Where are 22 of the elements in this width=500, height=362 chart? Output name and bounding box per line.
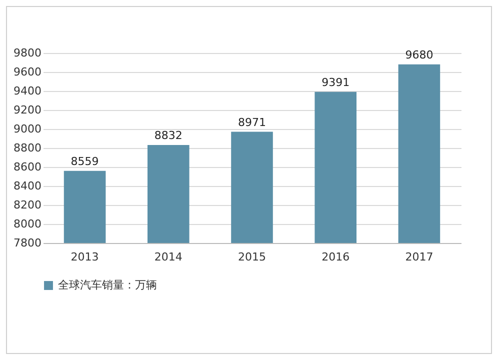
x-tick-label: 2013 bbox=[70, 250, 99, 264]
y-tick-label: 9400 bbox=[14, 84, 42, 98]
y-tick-label: 8400 bbox=[14, 180, 42, 192]
y-tick-label: 8200 bbox=[14, 198, 42, 212]
x-tick-label: 2017 bbox=[405, 250, 434, 264]
y-tick-label: 9000 bbox=[14, 122, 42, 136]
x-tick-label: 2014 bbox=[154, 250, 182, 264]
y-tick-label: 9800 bbox=[14, 46, 42, 60]
data-label: 8559 bbox=[70, 154, 99, 168]
data-label: 9391 bbox=[322, 76, 350, 89]
legend-label: 全球汽车销量：万辆 bbox=[58, 278, 157, 292]
y-tick-label: 9200 bbox=[14, 104, 42, 116]
y-tick-label: 9600 bbox=[14, 66, 42, 78]
x-tick-label: 2016 bbox=[322, 250, 350, 264]
y-tick-label: 8800 bbox=[14, 142, 42, 154]
y-tick-label: 8600 bbox=[14, 160, 42, 174]
data-label: 8832 bbox=[154, 128, 182, 142]
x-tick-label: 2015 bbox=[238, 250, 266, 264]
y-tick-label: 7800 bbox=[14, 236, 42, 250]
y-tick-label: 8000 bbox=[14, 218, 42, 230]
data-label: 9680 bbox=[405, 48, 434, 62]
data-label: 8971 bbox=[238, 116, 266, 129]
